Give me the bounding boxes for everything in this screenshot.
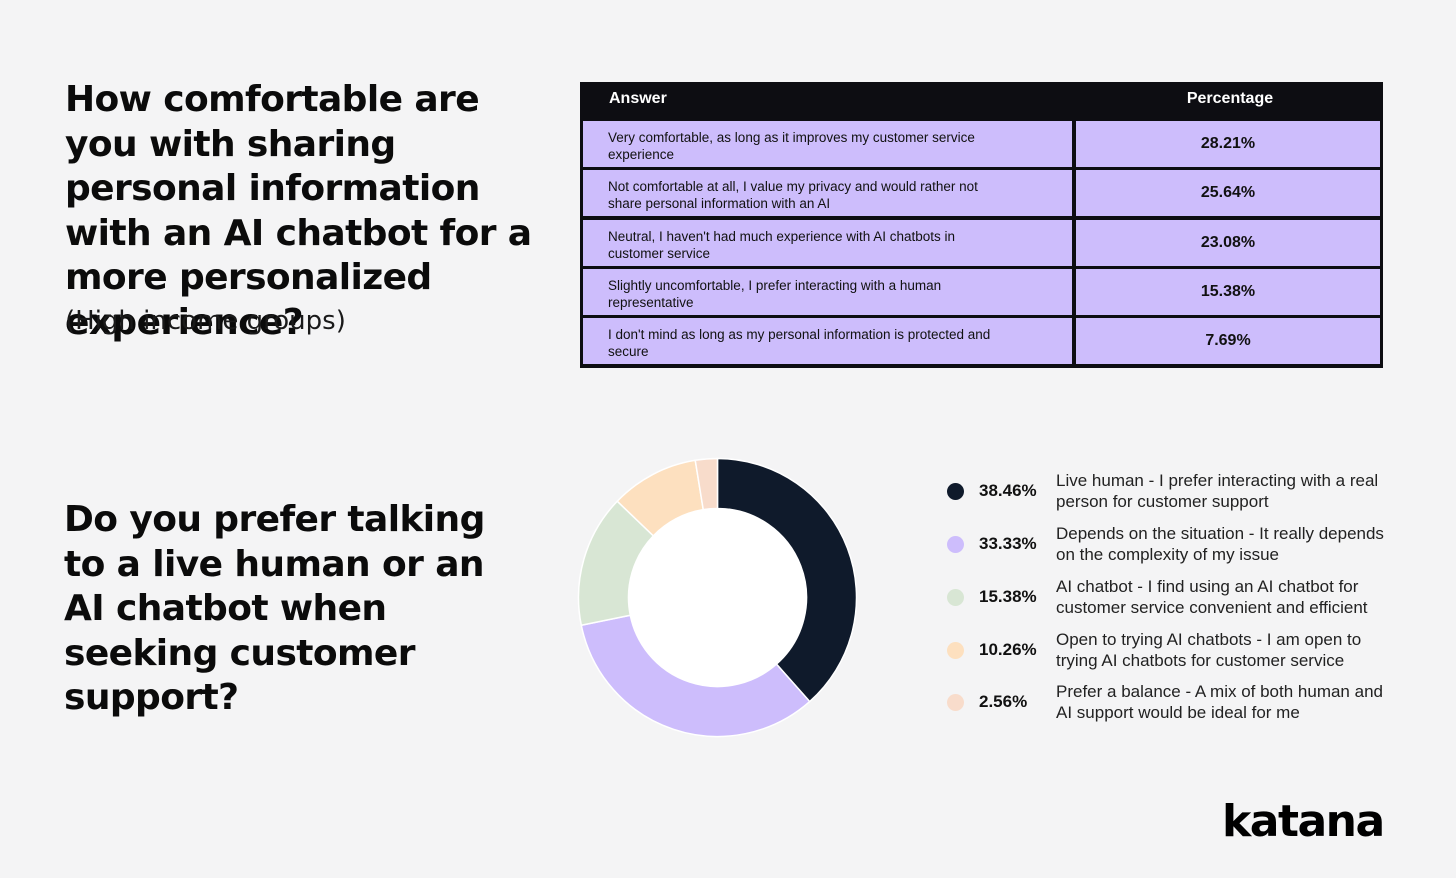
percentage-cell: 28.21% xyxy=(1076,121,1380,167)
table-row: Neutral, I haven't had much experience w… xyxy=(583,220,1380,266)
table-row: Slightly uncomfortable, I prefer interac… xyxy=(583,269,1380,315)
answers-table: Answer Percentage Very comfortable, as l… xyxy=(580,82,1383,368)
answer-cell: Slightly uncomfortable, I prefer interac… xyxy=(583,269,1072,315)
legend-value: 38.46% xyxy=(979,481,1037,500)
table-row: I don't mind as long as my personal info… xyxy=(583,318,1380,364)
table-header: Answer Percentage xyxy=(580,82,1383,118)
legend-swatch xyxy=(947,694,964,711)
legend-item: 15.38% AI chatbot - I find using an AI c… xyxy=(940,572,1410,622)
answer-text: Not comfortable at all, I value my priva… xyxy=(608,179,978,211)
percentage-cell: 7.69% xyxy=(1076,318,1380,364)
legend-swatch xyxy=(947,589,964,606)
legend-label: AI chatbot - I find using an AI chatbot … xyxy=(1056,577,1368,617)
table-row: Not comfortable at all, I value my priva… xyxy=(583,170,1380,216)
legend-value: 10.26% xyxy=(979,640,1037,659)
donut-chart xyxy=(577,457,858,738)
header-percentage: Percentage xyxy=(1186,90,1274,107)
legend-label: Live human - I prefer interacting with a… xyxy=(1056,471,1379,511)
legend-item: 33.33% Depends on the situation - It rea… xyxy=(940,519,1410,569)
answer-text: I don't mind as long as my personal info… xyxy=(608,327,991,359)
legend-label: Depends on the situation - It really dep… xyxy=(1056,524,1384,564)
legend-value: 2.56% xyxy=(979,692,1028,711)
katana-logo: katana xyxy=(1222,796,1385,847)
legend-swatch xyxy=(947,642,964,659)
answer-text: Slightly uncomfortable, I prefer interac… xyxy=(608,278,942,310)
legend-swatch xyxy=(947,536,964,553)
answer-cell: I don't mind as long as my personal info… xyxy=(583,318,1072,364)
legend-item: 2.56% Prefer a balance - A mix of both h… xyxy=(940,677,1410,727)
percentage-cell: 23.08% xyxy=(1076,220,1380,266)
answer-cell: Not comfortable at all, I value my priva… xyxy=(583,170,1072,216)
legend-label: Prefer a balance - A mix of both human a… xyxy=(1056,682,1383,722)
percentage-cell: 15.38% xyxy=(1076,269,1380,315)
legend-value: 15.38% xyxy=(979,587,1037,606)
legend-label: Open to trying AI chatbots - I am open t… xyxy=(1056,630,1362,670)
header-answer: Answer xyxy=(609,90,667,107)
legend-swatch xyxy=(947,483,964,500)
answer-text: Neutral, I haven't had much experience w… xyxy=(608,229,956,261)
question-1-subtitle: (High income groups) xyxy=(65,306,346,336)
question-2-title: Do you prefer talking to a live human or… xyxy=(64,499,485,718)
legend-item: 10.26% Open to trying AI chatbots - I am… xyxy=(940,625,1410,675)
donut-hole xyxy=(628,508,807,687)
answer-text: Very comfortable, as long as it improves… xyxy=(608,130,975,162)
answer-cell: Very comfortable, as long as it improves… xyxy=(583,121,1072,167)
answer-cell: Neutral, I haven't had much experience w… xyxy=(583,220,1072,266)
legend-item: 38.46% Live human - I prefer interacting… xyxy=(940,466,1410,516)
percentage-cell: 25.64% xyxy=(1076,170,1380,216)
legend-value: 33.33% xyxy=(979,534,1037,553)
table-row: Very comfortable, as long as it improves… xyxy=(583,121,1380,167)
question-1-title: How comfortable are you with sharing per… xyxy=(65,79,532,343)
